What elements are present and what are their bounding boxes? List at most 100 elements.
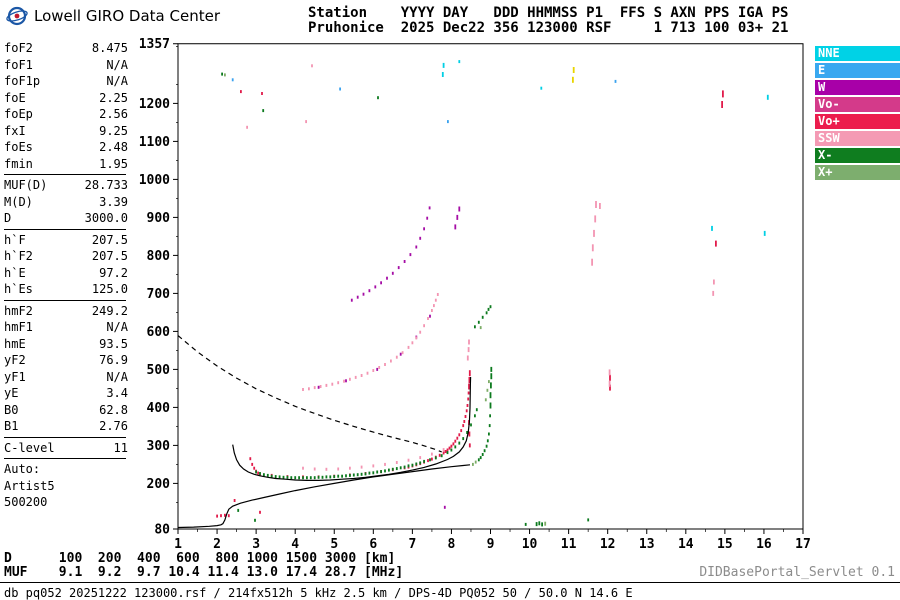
y-tick-label: 300 <box>147 439 171 454</box>
x-tick-label: 5 <box>330 537 338 552</box>
x-tick-label: 7 <box>408 537 416 552</box>
panel-divider <box>4 174 126 175</box>
param-value: 76.9 <box>99 353 128 367</box>
param-value: 207.5 <box>91 232 128 247</box>
w-magenta-series <box>317 206 461 509</box>
param-value: 9.25 <box>99 123 128 138</box>
param-label: foF1p <box>4 74 41 88</box>
legend-item-X-: X- <box>815 148 900 163</box>
auto-label: 500200 <box>4 495 48 509</box>
y-tick-label: 800 <box>147 249 171 264</box>
panel-divider <box>4 228 126 230</box>
param-value: 2.25 <box>99 90 128 105</box>
param-label: M(D) <box>4 194 33 209</box>
d-muf-table: D 100 200 400 600 800 1000 1500 3000 [km… <box>4 552 403 580</box>
x-tick-label: 16 <box>756 537 772 552</box>
param-row-foE: foE 2.25 <box>4 90 128 107</box>
param-row-fmin: fmin 1.95 <box>4 156 128 173</box>
param-row-h`F2: h`F2 207.5 <box>4 248 128 265</box>
param-row-hmF2: hmF2 249.2 <box>4 303 128 320</box>
param-label: B1 <box>4 419 19 433</box>
param-row-fxI: fxI 9.25 <box>4 123 128 140</box>
y-tick-label: 700 <box>147 287 171 302</box>
param-label: foEs <box>4 140 33 154</box>
param-label: yE <box>4 386 19 400</box>
auto-label: Auto: <box>4 462 41 476</box>
y-tick-label: 80 <box>154 523 170 538</box>
param-value: 2.76 <box>99 419 128 433</box>
param-value: 3.4 <box>106 386 128 400</box>
param-value: 8.475 <box>91 41 128 55</box>
brand-bar: Lowell GIRO Data Center <box>6 5 220 27</box>
legend-item-E: E <box>815 63 900 78</box>
param-label: hmF1 <box>4 320 33 334</box>
x-tick-label: 11 <box>561 537 577 552</box>
x-plus-green-series <box>224 73 547 526</box>
bottom-divider <box>0 582 900 583</box>
param-label: MUF(D) <box>4 178 48 192</box>
x-tick-label: 14 <box>678 537 694 552</box>
param-label: h`E <box>4 265 26 280</box>
param-value: 93.5 <box>99 336 128 351</box>
param-row-B0: B0 62.8 <box>4 402 128 419</box>
noise-yellow-series <box>572 67 575 83</box>
param-row-C-level: C-level 11 <box>4 440 128 457</box>
param-row-h`F: h`F 207.5 <box>4 232 128 249</box>
param-label: yF1 <box>4 369 26 384</box>
x-tick-label: 4 <box>291 537 299 552</box>
auto-row: Artist5 <box>4 478 128 495</box>
y-tick-label: 1357 <box>139 37 170 52</box>
panel-divider <box>4 458 126 459</box>
ssw-pink-series <box>246 64 715 471</box>
param-label: foEp <box>4 107 33 121</box>
legend-item-X+: X+ <box>815 165 900 180</box>
y-tick-label: 500 <box>147 363 171 378</box>
param-label: h`F <box>4 232 26 247</box>
ionogram-chart: 8020030040050060070080090010001100120013… <box>139 37 811 552</box>
param-label: C-level <box>4 440 55 455</box>
param-row-yF2: yF2 76.9 <box>4 352 128 369</box>
param-row-M(D): M(D) 3.39 <box>4 194 128 211</box>
x-tick-label: 10 <box>522 537 538 552</box>
param-value: 97.2 <box>99 265 128 280</box>
auto-row: Auto: <box>4 461 128 478</box>
param-row-foF1: foF1 N/A <box>4 57 128 74</box>
legend-item-NNE: NNE <box>815 46 900 61</box>
electron-density-profile <box>177 464 471 529</box>
auto-label: Artist5 <box>4 478 55 493</box>
param-value: 125.0 <box>91 282 128 296</box>
x-tick-label: 9 <box>487 537 495 552</box>
param-label: foE <box>4 90 26 105</box>
param-label: yF2 <box>4 353 26 367</box>
x-tick-label: 17 <box>795 537 811 552</box>
param-label: foF1 <box>4 57 33 72</box>
param-label: D <box>4 211 12 225</box>
nne-cyan-series <box>441 60 769 236</box>
station-header: Station YYYY DAY DDD HHMMSS P1 FFS S AXN… <box>308 6 788 36</box>
param-label: h`F2 <box>4 249 33 263</box>
y-tick-label: 400 <box>147 401 171 416</box>
param-label: fxI <box>4 123 26 138</box>
param-row-D: D 3000.0 <box>4 210 128 227</box>
y-tick-label: 900 <box>147 211 171 226</box>
legend-item-W: W <box>815 80 900 95</box>
param-value: N/A <box>106 369 128 384</box>
param-row-foF2: foF2 8.475 <box>4 40 128 57</box>
param-value: 2.48 <box>99 140 128 154</box>
autoscaled-h-trace <box>232 376 472 481</box>
legend-item-Vo-: Vo- <box>815 97 900 112</box>
giro-logo-icon <box>6 6 28 26</box>
ionogram-area: 80 200 300 400 500 600 700 800 900 1000 1100 1200 13… <box>130 35 830 565</box>
d-row: D 100 200 400 600 800 1000 1500 3000 [km… <box>4 551 396 566</box>
status-line: db pq052 20251222 123000.rsf / 214fx512h… <box>4 586 633 600</box>
param-row-foEs: foEs 2.48 <box>4 139 128 156</box>
x-tick-label: 15 <box>717 537 733 552</box>
y-tick-label: 1200 <box>139 97 170 112</box>
param-label: B0 <box>4 402 19 417</box>
servlet-version-label: DIDBasePortal_Servlet 0.1 <box>699 565 895 580</box>
x-tick-label: 6 <box>369 537 377 552</box>
param-label: hmE <box>4 336 26 351</box>
param-value: N/A <box>106 320 128 334</box>
param-label: h`Es <box>4 282 33 296</box>
param-row-h`E: h`E 97.2 <box>4 265 128 282</box>
